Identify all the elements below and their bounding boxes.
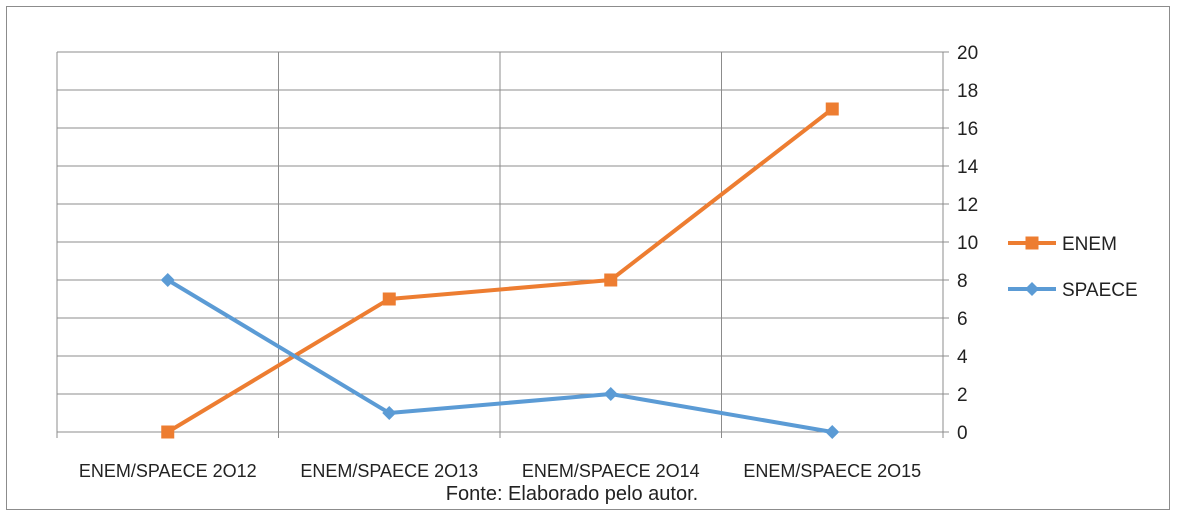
legend-marker	[1025, 236, 1039, 250]
legend-item-enem: ENEM	[1008, 234, 1117, 255]
series-line-spaece	[166, 278, 833, 434]
legend-label: SPAECE	[1062, 280, 1138, 301]
data-point-enem	[825, 102, 839, 116]
series-enem	[161, 102, 839, 439]
series-layer	[160, 102, 840, 439]
y-axis-ticks: 0 2 4 6 8 10 12 14 16 18 20	[957, 43, 979, 444]
y-tick-label: 4	[957, 347, 968, 368]
y-tick-label: 2	[957, 385, 968, 406]
x-category-label: ENEM/SPAECE 2O14	[522, 461, 700, 481]
y-tick-label: 14	[957, 157, 979, 178]
data-point-spaece	[603, 387, 618, 401]
data-point-spaece	[382, 406, 397, 420]
x-category-label: ENEM/SPAECE 2O12	[79, 461, 257, 481]
y-tick-label: 20	[957, 43, 978, 64]
series-line-enem	[166, 107, 834, 434]
legend-marker	[1025, 282, 1039, 296]
y-tick-label: 8	[957, 271, 968, 292]
y-tick-label: 18	[957, 81, 978, 102]
legend-item-spaece: SPAECE	[1008, 280, 1138, 301]
y-tick-label: 16	[957, 119, 978, 140]
y-tick-label: 0	[957, 423, 968, 444]
data-point-spaece	[160, 273, 175, 287]
series-spaece	[160, 273, 840, 439]
y-tick-label: 10	[957, 233, 978, 254]
y-tick-label: 6	[957, 309, 968, 330]
data-point-enem	[382, 292, 396, 306]
legend-label: ENEM	[1062, 234, 1117, 255]
data-point-spaece	[825, 425, 840, 439]
data-point-enem	[604, 273, 618, 287]
y-tick-label: 12	[957, 195, 978, 216]
legend: ENEM SPAECE	[1008, 234, 1138, 301]
x-category-label: ENEM/SPAECE 2O13	[300, 461, 478, 481]
x-axis-categories: ENEM/SPAECE 2O12 ENEM/SPAECE 2O13 ENEM/SPA…	[79, 461, 921, 481]
grid	[56, 51, 949, 438]
data-point-enem	[161, 425, 175, 439]
x-category-label: ENEM/SPAECE 2O15	[743, 461, 921, 481]
chart-caption: Fonte: Elaborado pelo autor.	[446, 483, 698, 505]
